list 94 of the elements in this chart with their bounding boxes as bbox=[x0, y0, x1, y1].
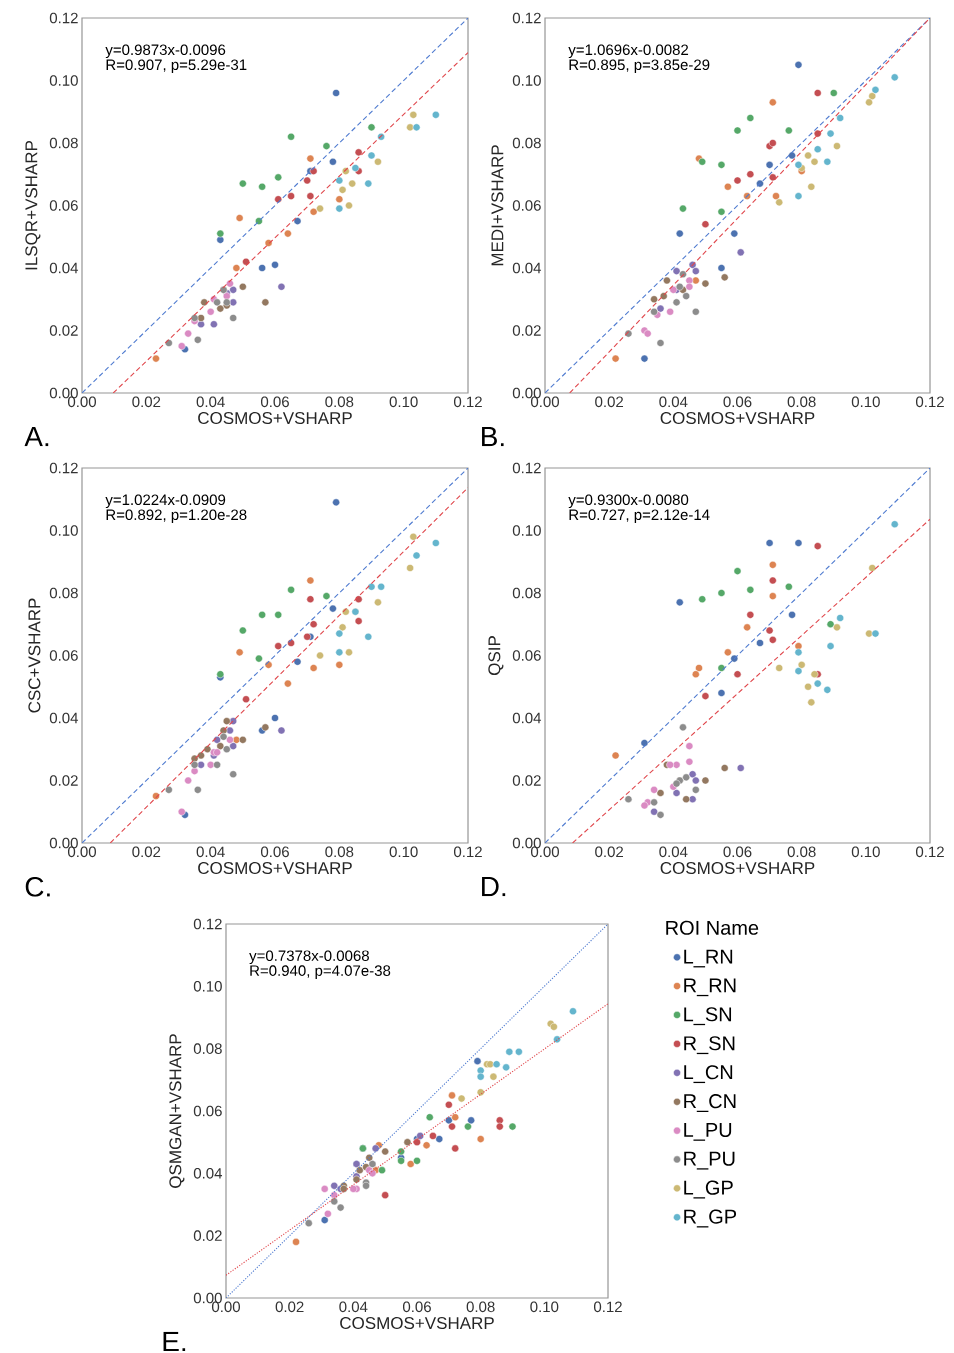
x-tick-label: 0.06 bbox=[260, 396, 289, 408]
y-tick-label: 0.10 bbox=[193, 981, 222, 992]
x-axis-title: COSMOS+VSHARP bbox=[660, 412, 815, 425]
x-tick-label: 0.04 bbox=[339, 1301, 368, 1313]
y-axis-title: ILSQR+VSHARP bbox=[25, 140, 41, 270]
x-axis-title: COSMOS+VSHARP bbox=[340, 1317, 494, 1330]
y-tick-label: 0.04 bbox=[49, 712, 79, 724]
y-tick-label: 0.08 bbox=[193, 1043, 222, 1054]
x-tick-label: 0.04 bbox=[659, 396, 688, 408]
y-tick-label: 0.10 bbox=[512, 75, 541, 86]
legend-label: R_PU bbox=[684, 1151, 735, 1170]
annotation: R=0.940, p=4.07e-38 bbox=[250, 965, 391, 979]
x-tick-label: 0.06 bbox=[260, 846, 289, 858]
legend-label: L_GP bbox=[684, 1180, 733, 1199]
x-tick-label: 0.10 bbox=[530, 1301, 559, 1313]
x-axis-title: COSMOS+VSHARP bbox=[660, 862, 815, 875]
x-tick-label: 0.12 bbox=[915, 396, 944, 408]
legend-label: R_CN bbox=[684, 1094, 736, 1113]
annotation: y=1.0696x-0.0082 bbox=[568, 44, 689, 59]
x-tick-label: 0.10 bbox=[851, 846, 880, 858]
y-axis-title: QSMGAN+VSHARP bbox=[169, 1034, 185, 1188]
y-tick-label: 0.06 bbox=[512, 200, 541, 211]
text: E. bbox=[163, 1331, 186, 1352]
y-tick-label: 0.06 bbox=[49, 200, 78, 211]
y-tick-label: 0.08 bbox=[512, 137, 541, 149]
annotation: R=0.727, p=2.12e-14 bbox=[569, 509, 710, 524]
y-axis-title: CSC+VSHARP bbox=[28, 598, 41, 713]
y-tick-label: 0.06 bbox=[512, 650, 541, 661]
y-tick-label: 0.08 bbox=[49, 587, 78, 599]
annotation: y=0.7378x-0.0068 bbox=[249, 950, 369, 964]
text: D. bbox=[482, 876, 506, 897]
y-tick-label: 0.02 bbox=[49, 325, 78, 336]
x-tick-label: 0.06 bbox=[723, 396, 752, 408]
y-axis-title: QSIP bbox=[488, 636, 504, 676]
x-tick-label: 0.08 bbox=[325, 396, 354, 408]
y-tick-label: 0.04 bbox=[512, 262, 542, 274]
y-tick-label: 0.02 bbox=[49, 775, 78, 786]
annotation: R=0.895, p=3.85e-29 bbox=[569, 59, 710, 74]
x-tick-label: 0.02 bbox=[132, 846, 161, 858]
x-tick-label: 0.10 bbox=[851, 396, 880, 408]
x-axis-title: COSMOS+VSHARP bbox=[198, 412, 352, 425]
x-tick-label: 0.10 bbox=[389, 396, 418, 408]
legend-label: R_RN bbox=[684, 978, 736, 997]
y-tick-label: 0.12 bbox=[49, 12, 78, 24]
legend-title: ROI Name bbox=[666, 920, 759, 935]
y-tick-label: 0.10 bbox=[512, 525, 541, 536]
x-tick-label: 0.02 bbox=[595, 846, 624, 858]
x-tick-label: 0.08 bbox=[787, 846, 816, 858]
x-tick-label: 0.02 bbox=[595, 396, 624, 408]
annotation: R=0.892, p=1.20e-28 bbox=[106, 509, 247, 524]
y-tick-label: 0.12 bbox=[512, 462, 541, 474]
text: B. bbox=[482, 426, 504, 447]
x-tick-label: 0.02 bbox=[275, 1301, 304, 1313]
x-tick-label: 0.04 bbox=[659, 846, 688, 858]
y-tick-label: 0.06 bbox=[193, 1105, 222, 1117]
y-tick-label: 0.10 bbox=[49, 75, 78, 86]
y-tick-label: 0.02 bbox=[512, 775, 541, 786]
x-tick-label: 0.08 bbox=[466, 1301, 495, 1313]
y-tick-label: 0.08 bbox=[49, 137, 78, 149]
x-tick-label: 0.08 bbox=[787, 396, 816, 408]
y-tick-label: 0.10 bbox=[49, 525, 78, 536]
annotation: R=0.907, p=5.29e-31 bbox=[106, 59, 247, 74]
legend-label: R_GP bbox=[684, 1209, 737, 1228]
legend-label: R_SN bbox=[684, 1036, 735, 1055]
x-tick-label: 0.08 bbox=[325, 846, 354, 858]
annotation: y=0.9873x-0.0096 bbox=[105, 44, 226, 59]
legend-label: L_SN bbox=[684, 1007, 732, 1026]
y-tick-label: 0.02 bbox=[193, 1230, 222, 1241]
y-axis-title: MEDI+VSHARP bbox=[491, 145, 504, 266]
text: C. bbox=[25, 876, 50, 897]
x-tick-label: 0.12 bbox=[593, 1301, 622, 1313]
y-tick-label: 0.08 bbox=[512, 587, 541, 599]
y-tick-label: 0.12 bbox=[49, 462, 78, 474]
legend-label: L_RN bbox=[684, 949, 733, 968]
y-tick-label: 0.04 bbox=[512, 712, 542, 724]
x-tick-label: 0.12 bbox=[453, 396, 482, 408]
legend-label: L_CN bbox=[684, 1065, 733, 1084]
y-tick-label: 0.12 bbox=[512, 12, 541, 24]
legend-label: L_PU bbox=[684, 1123, 732, 1141]
x-tick-label: 0.12 bbox=[453, 846, 482, 858]
x-tick-label: 0.06 bbox=[402, 1301, 431, 1313]
x-tick-label: 0.02 bbox=[132, 396, 161, 408]
x-tick-label: 0.06 bbox=[723, 846, 752, 858]
y-tick-label: 0.12 bbox=[193, 918, 222, 930]
text: A. bbox=[24, 426, 49, 447]
y-tick-label: 0.04 bbox=[193, 1168, 223, 1179]
y-tick-label: 0.02 bbox=[512, 325, 541, 336]
x-tick-label: 0.12 bbox=[915, 846, 944, 858]
annotation: y=0.9300x-0.0080 bbox=[568, 494, 689, 509]
annotation: y=1.0224x-0.0909 bbox=[105, 494, 226, 509]
y-tick-label: 0.04 bbox=[49, 262, 79, 274]
x-tick-label: 0.10 bbox=[389, 846, 418, 858]
x-axis-title: COSMOS+VSHARP bbox=[198, 862, 352, 875]
y-tick-label: 0.06 bbox=[49, 650, 78, 661]
